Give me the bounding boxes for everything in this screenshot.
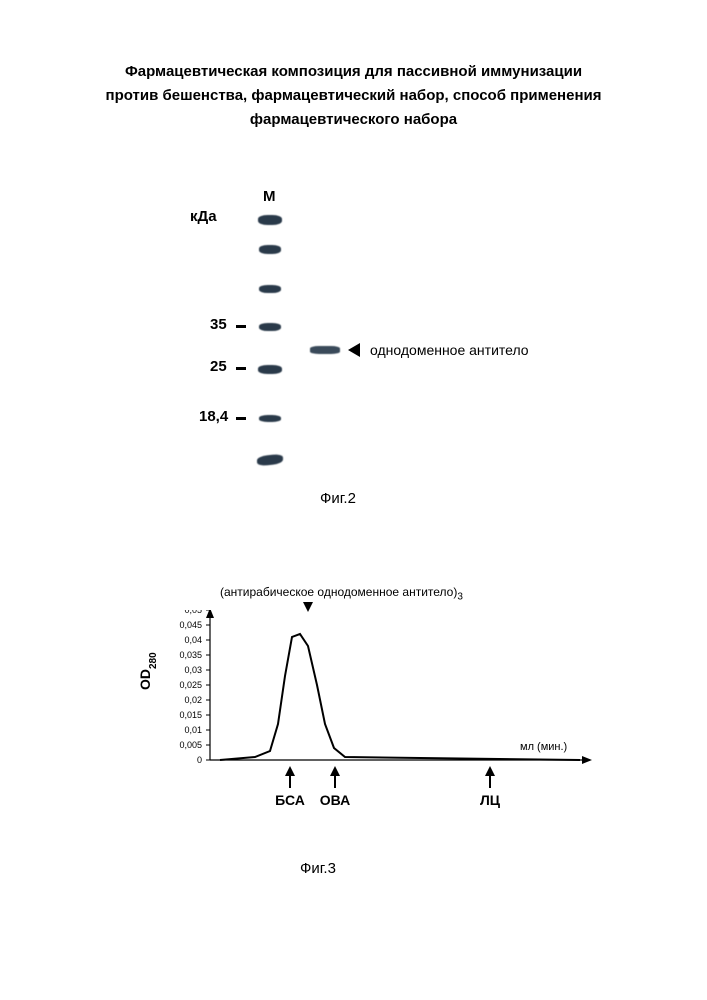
svg-text:0,03: 0,03 [184, 665, 202, 675]
figure-3: (антирабическое однодоменное антитело)3 … [120, 570, 600, 870]
title-line-2: против бешенства, фармацевтический набор… [0, 84, 707, 108]
fig3-subtitle-sub: 3 [457, 591, 463, 602]
svg-text:0,025: 0,025 [179, 680, 202, 690]
svg-text:0,045: 0,045 [179, 620, 202, 630]
svg-text:0,01: 0,01 [184, 725, 202, 735]
y-ticks: 0 0,005 0,01 0,015 0,02 0,025 0,03 0,035… [179, 610, 210, 765]
marker-18-4: 18,4 [199, 408, 228, 425]
marker-ova: ОВА (45 кДа) [316, 766, 353, 810]
svg-text:0,05: 0,05 [184, 610, 202, 615]
gel-band [259, 323, 281, 331]
svg-text:0: 0 [197, 755, 202, 765]
chromatogram-chart: 0 0,005 0,01 0,015 0,02 0,025 0,03 0,035… [120, 610, 600, 810]
fig3-subtitle-text: (антирабическое однодоменное антитело) [220, 585, 457, 599]
title-line-1: Фармацевтическая композиция для пассивно… [0, 60, 707, 84]
fig2-caption: Фиг.2 [320, 490, 356, 507]
svg-text:0,02: 0,02 [184, 695, 202, 705]
gel-band [258, 365, 282, 374]
arrowhead-icon [348, 343, 360, 357]
tick-18-4 [236, 417, 246, 420]
svg-text:ОВА: ОВА [320, 792, 350, 808]
kda-label: кДа [190, 208, 217, 225]
marker-bsa: БСА (67 кДа) [271, 766, 308, 810]
m-lane-label: M [263, 188, 276, 205]
svg-text:ЛЦ: ЛЦ [480, 792, 501, 808]
marker-lc: ЛЦ (14,4 кДа) [467, 766, 513, 810]
x-axis-label: мл (мин.) [520, 741, 567, 753]
figure-2: кДа M 35 25 18,4 однодоменное антитело Ф… [0, 190, 707, 530]
sample-band [310, 346, 340, 354]
tick-35 [236, 325, 246, 328]
gel-band [258, 215, 282, 225]
y-axis-arrow-icon [206, 610, 214, 618]
svg-text:0,015: 0,015 [179, 710, 202, 720]
sample-label: однодоменное антитело [370, 342, 529, 358]
gel-band [259, 285, 281, 293]
gel-band [259, 245, 281, 254]
document-title: Фармацевтическая композиция для пассивно… [0, 0, 707, 132]
svg-text:0,035: 0,035 [179, 650, 202, 660]
arrow-up-icon [285, 766, 295, 776]
fig3-subtitle: (антирабическое однодоменное антитело)3 [220, 585, 463, 602]
title-line-3: фармацевтического набора [0, 108, 707, 132]
marker-35: 35 [210, 316, 227, 333]
fig3-caption: Фиг.3 [300, 860, 336, 877]
svg-text:БСА: БСА [275, 792, 305, 808]
arrow-up-icon [485, 766, 495, 776]
gel-band [257, 454, 283, 467]
svg-text:0,04: 0,04 [184, 635, 202, 645]
tick-25 [236, 367, 246, 370]
gel-band [259, 415, 281, 422]
y-axis-label: OD280 [137, 652, 159, 690]
x-axis-arrow-icon [582, 756, 592, 764]
svg-text:0,005: 0,005 [179, 740, 202, 750]
arrow-up-icon [330, 766, 340, 776]
marker-25: 25 [210, 358, 227, 375]
